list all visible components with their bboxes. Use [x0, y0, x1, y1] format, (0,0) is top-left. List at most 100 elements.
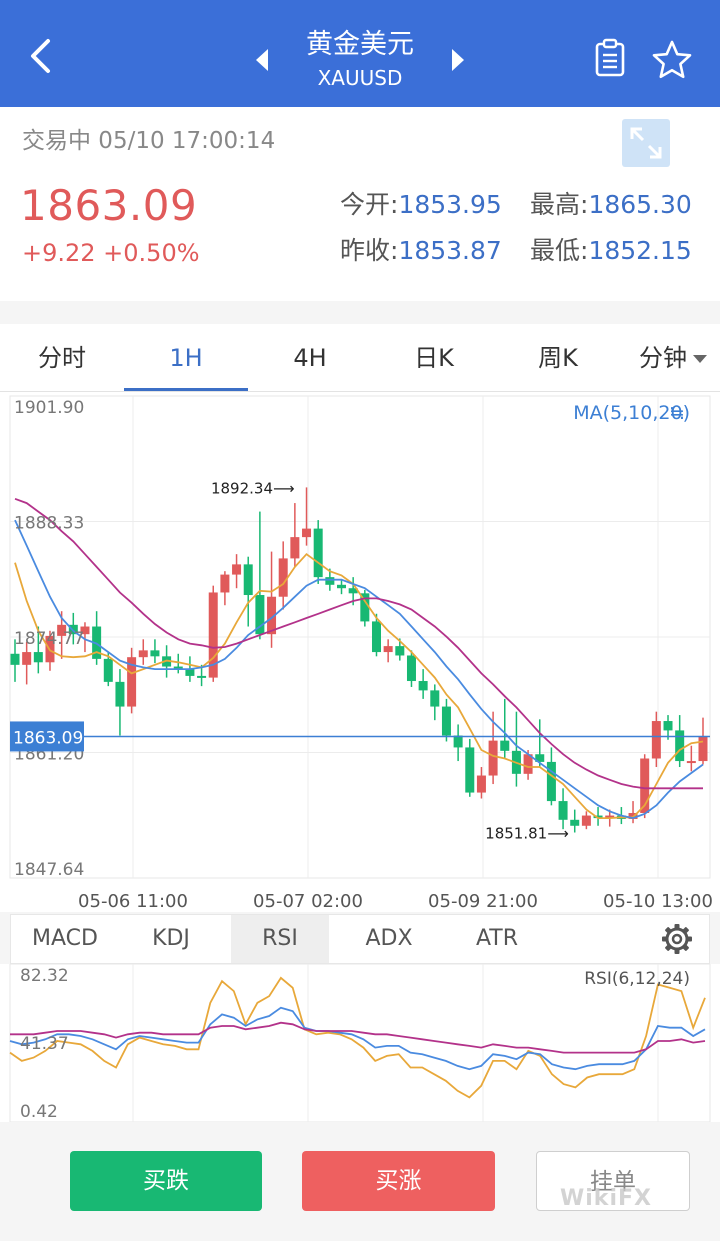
page-title: 黄金美元 [306, 29, 414, 60]
indicator-tabs: MACD KDJ RSI ADX ATR [10, 914, 710, 964]
x-tick-label: 05-07 02:00 [253, 891, 363, 912]
app-header: 黄金美元 XAUUSD [0, 0, 720, 107]
ma-line-ma5 [14, 552, 704, 820]
candle-body [430, 690, 440, 707]
tab-daily[interactable]: 日K [414, 344, 454, 372]
symbol-code: XAUUSD [317, 66, 403, 90]
pending-order-button[interactable]: 挂单 [536, 1151, 690, 1211]
candle-body [675, 730, 685, 762]
buy-button[interactable]: 买涨 [302, 1151, 495, 1211]
open-value: 1853.95 [398, 190, 502, 219]
rsi-y-tick-label: 82.32 [20, 966, 69, 986]
rsi-chart-panel[interactable]: 82.32 41.37 0.42 RSI(6,12,24) [0, 964, 720, 1122]
candle-body [243, 564, 253, 596]
candle-body [406, 655, 416, 682]
tab-adx[interactable]: ADX [365, 926, 413, 951]
candle-body [570, 819, 580, 826]
prev-close-label: 昨收: [340, 236, 399, 265]
candle-body [663, 721, 673, 731]
x-tick-label: 05-06 11:00 [78, 891, 188, 912]
candle-body [220, 574, 230, 593]
prev-close-value: 1853.87 [398, 236, 502, 265]
tab-weekly[interactable]: 周K [538, 344, 578, 372]
candle-body [535, 754, 545, 762]
open-label: 今开: [340, 190, 399, 219]
watermark: WikiFX [560, 1186, 652, 1211]
candle-body [302, 528, 312, 538]
tab-minutes-dropdown[interactable]: 分钟 [620, 324, 720, 392]
candle-body [465, 747, 475, 793]
rsi-y-tick-label: 0.42 [20, 1102, 58, 1122]
star-icon [652, 40, 692, 79]
candle-body [546, 761, 556, 802]
prev-symbol-button[interactable] [250, 40, 274, 80]
candle-body [418, 681, 428, 691]
tab-rsi[interactable]: RSI [231, 915, 329, 963]
rsi-line-rsi24 [10, 1021, 706, 1054]
candle-body [290, 537, 300, 559]
open-stat: 今开:1853.95 [340, 185, 502, 221]
fullscreen-button[interactable] [622, 119, 670, 167]
y-tick-label: 1847.64 [14, 860, 84, 880]
candle-body [383, 646, 393, 653]
ma-line-ma10 [14, 519, 704, 820]
prev-close-stat: 昨收:1853.87 [340, 231, 502, 267]
rsi-legend-label: RSI(6,12,24) [584, 969, 690, 989]
candle-body [360, 593, 370, 622]
rsi-line-rsi6 [9, 976, 706, 1099]
candle-body [103, 658, 113, 682]
ma-line-ma20 [14, 497, 703, 790]
candle-body [325, 577, 335, 585]
trading-status: 交易中 05/10 17:00:14 [22, 128, 276, 154]
timeframe-tabs: 分时 1H 4H 日K 周K 分钟 [0, 324, 720, 392]
tab-4h[interactable]: 4H [293, 344, 327, 372]
tab-atr[interactable]: ATR [475, 926, 519, 951]
candle-body [500, 740, 510, 751]
candle-body [173, 666, 183, 670]
candle-body [698, 736, 708, 762]
candle-body [267, 596, 277, 635]
rsi-chart[interactable]: 82.32 41.37 0.42 RSI(6,12,24) [0, 964, 720, 1122]
caret-down-icon [693, 355, 707, 363]
candle-body [558, 801, 568, 820]
title-block: 黄金美元 XAUUSD [306, 27, 414, 93]
tab-1h[interactable]: 1H [169, 344, 203, 372]
y-tick-label: 1901.90 [14, 398, 84, 418]
candle-body [453, 735, 463, 748]
favorite-button[interactable] [650, 38, 694, 82]
high-label: 最高: [530, 190, 589, 219]
candle-body [605, 815, 615, 819]
price-change: +9.22 +0.50% [22, 239, 200, 267]
next-symbol-button[interactable] [446, 40, 470, 80]
low-stat: 最低:1852.15 [530, 231, 692, 267]
candle-body [33, 652, 43, 663]
sell-button[interactable]: 买跌 [70, 1151, 262, 1211]
tab-kdj[interactable]: KDJ [152, 926, 190, 951]
candle-body [57, 624, 67, 636]
min-price-label: 1851.81⟶ [485, 824, 569, 842]
indicator-settings-button[interactable] [661, 923, 693, 955]
max-price-label: 1892.34⟶ [211, 479, 295, 497]
tab-timeshare[interactable]: 分时 [38, 344, 86, 372]
kline-chart[interactable]: 1901.901888.331874.771861.201847.641863.… [0, 392, 720, 912]
back-button[interactable] [22, 36, 58, 76]
expand-icon [630, 127, 662, 159]
prev-triangle-icon [256, 49, 268, 71]
clipboard-icon [595, 38, 625, 77]
candle-body [523, 754, 533, 774]
candle-body [348, 588, 358, 594]
candle-body [651, 721, 661, 759]
rsi-y-tick-label: 41.37 [20, 1034, 69, 1054]
kline-chart-panel[interactable]: 1901.90 1888.33 1874.77 1861.20 1847.64 1863.… [0, 392, 720, 912]
clipboard-button[interactable] [592, 38, 628, 78]
tab-macd[interactable]: MACD [32, 926, 98, 951]
candle-body [197, 675, 207, 678]
rsi-line-rsi12 [9, 1006, 706, 1071]
candle-body [337, 584, 347, 589]
trade-action-bar: 买跌 买涨 挂单 [0, 1122, 720, 1241]
candle-body [10, 653, 20, 665]
x-tick-label: 05-09 21:00 [428, 891, 538, 912]
low-value: 1852.15 [588, 236, 692, 265]
candle-body [278, 558, 288, 597]
candle-body [80, 626, 90, 635]
